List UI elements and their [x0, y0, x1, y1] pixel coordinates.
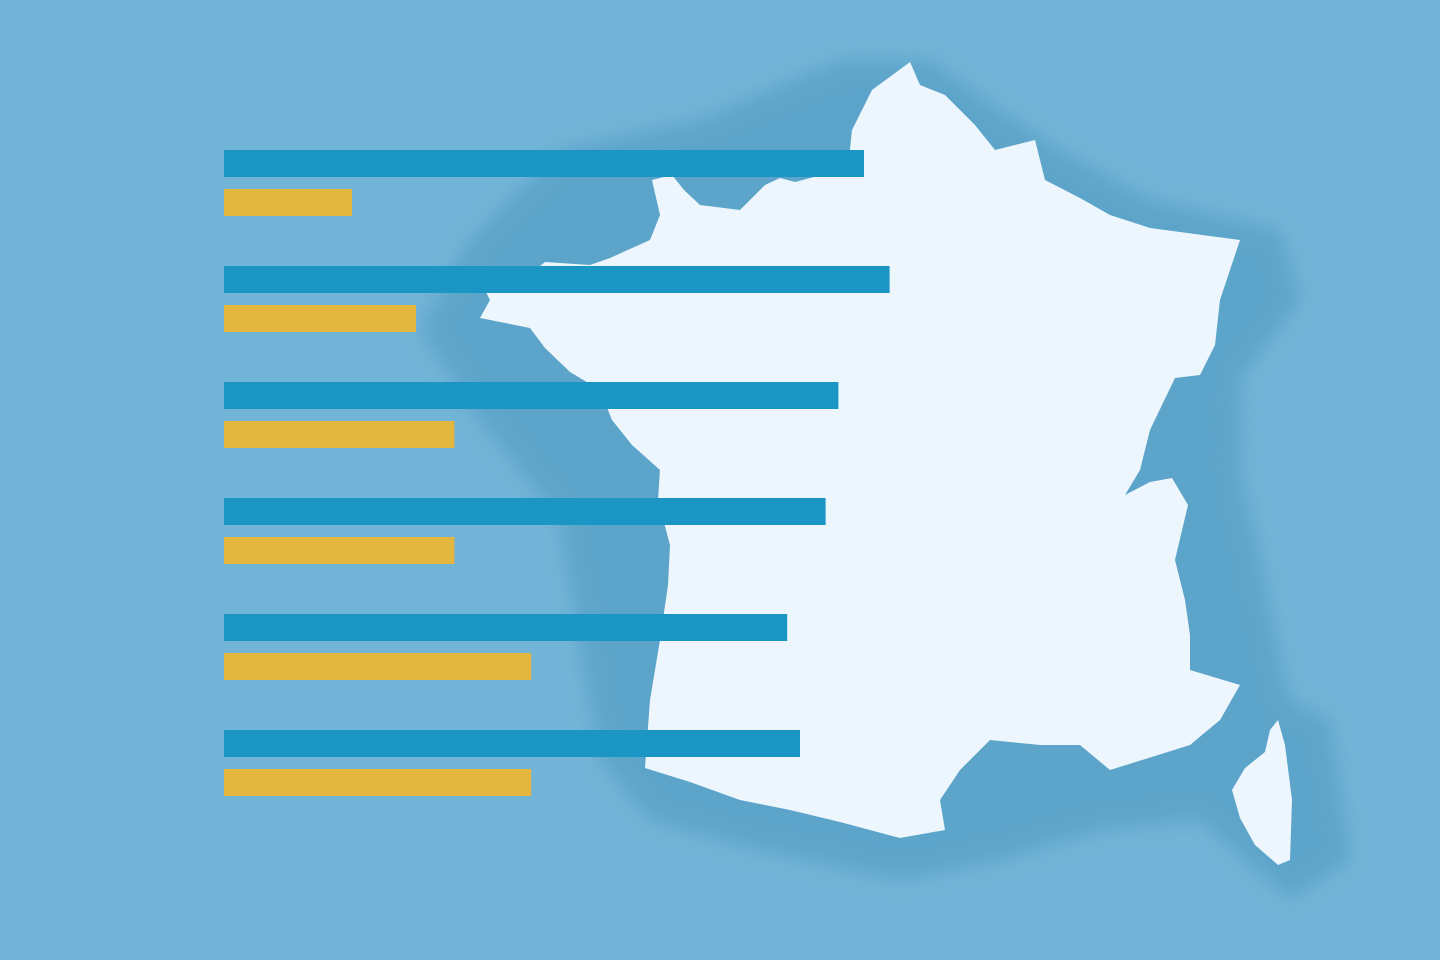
- bar-series-2-row-6: [224, 769, 532, 796]
- bar-series-1-row-1: [224, 150, 864, 177]
- bar-series-1-row-4: [224, 498, 826, 525]
- bar-series-1-row-2: [224, 266, 890, 293]
- bar-series-2-row-3: [224, 421, 455, 448]
- france-map: [420, 60, 1350, 900]
- bar-series-2-row-5: [224, 653, 532, 680]
- bar-series-1-row-3: [224, 382, 839, 409]
- bar-group: [224, 150, 890, 796]
- bar-series-2-row-4: [224, 537, 455, 564]
- bar-series-2-row-1: [224, 189, 352, 216]
- bar-series-1-row-6: [224, 730, 800, 757]
- mainland-shape: [480, 62, 1240, 838]
- bar-series-2-row-2: [224, 305, 416, 332]
- bar-series-1-row-5: [224, 614, 788, 641]
- corsica-shape: [1232, 720, 1292, 865]
